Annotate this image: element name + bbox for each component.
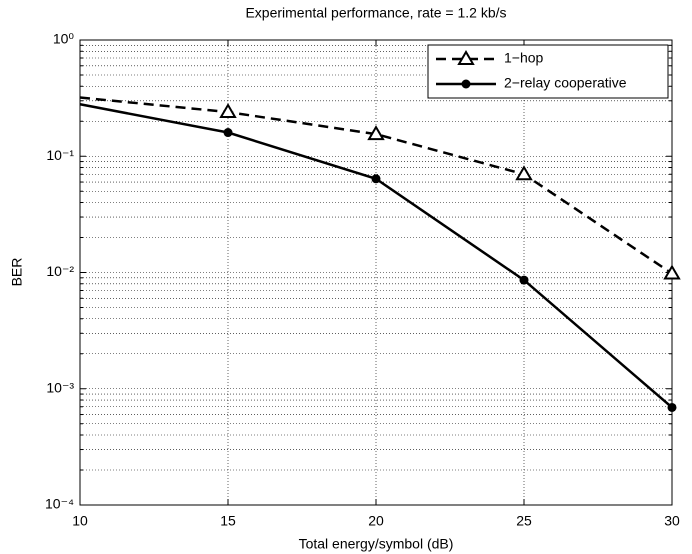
y-tick-label: 10⁻² (46, 263, 74, 279)
y-tick-label: 10⁻¹ (46, 147, 74, 163)
series-line (79, 96, 673, 275)
y-tick-label: 10⁰ (53, 31, 75, 47)
x-tick-label: 25 (516, 513, 532, 529)
x-tick-label: 30 (664, 513, 680, 529)
legend-marker (457, 50, 475, 65)
x-axis-label: Total energy/symbol (dB) (299, 536, 454, 552)
marker-triangle (663, 264, 681, 280)
marker-triangle (367, 125, 385, 141)
marker-dot (223, 128, 233, 138)
marker-triangle (219, 103, 237, 119)
y-tick-label: 10⁻⁴ (45, 496, 74, 512)
y-axis-label: BER (9, 258, 25, 287)
marker-dot (371, 174, 381, 184)
legend-label: 2−relay cooperative (504, 75, 627, 91)
x-tick-label: 15 (220, 513, 236, 529)
x-tick-label: 10 (72, 513, 88, 529)
y-tick-label: 10⁻³ (46, 379, 74, 395)
marker-dot (519, 275, 529, 285)
marker-dot (667, 402, 677, 412)
legend-marker (461, 79, 471, 89)
chart-title: Experimental performance, rate = 1.2 kb/… (245, 5, 506, 21)
x-tick-label: 20 (368, 513, 384, 529)
legend-label: 1−hop (504, 50, 544, 66)
marker-triangle (515, 165, 533, 181)
